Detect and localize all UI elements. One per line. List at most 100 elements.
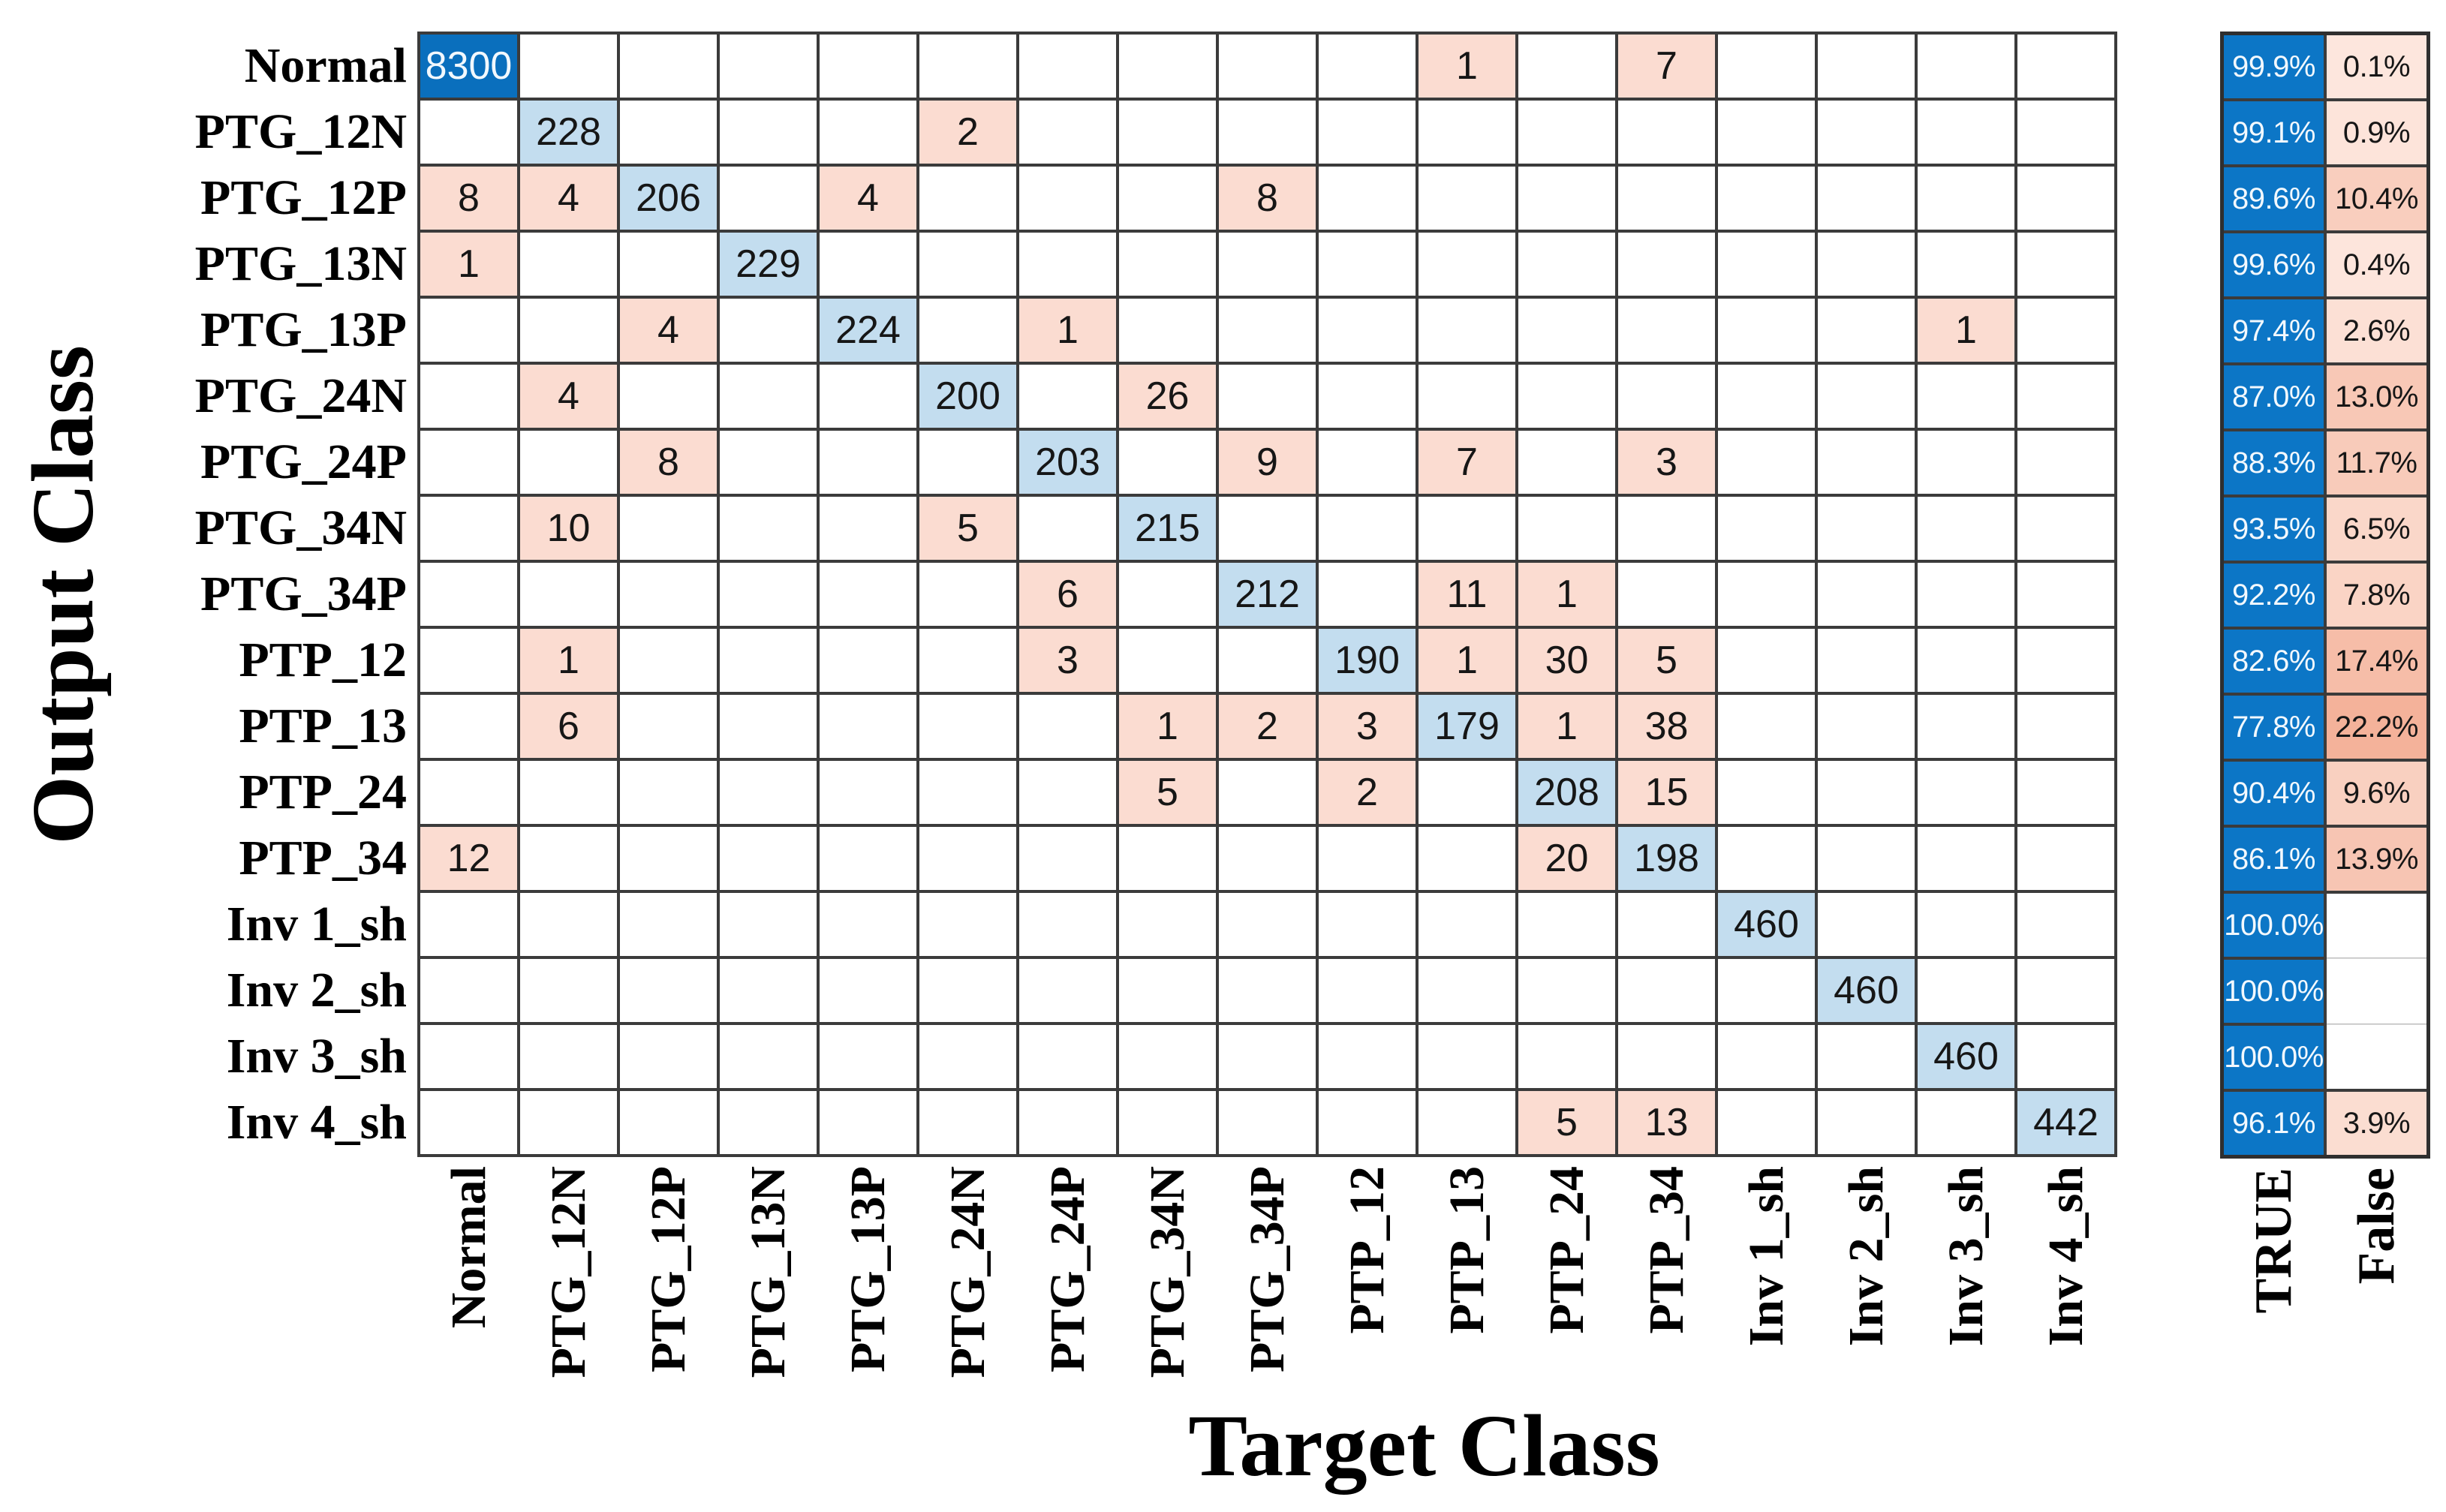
matrix-cell [919, 695, 1016, 758]
matrix-cell [2017, 959, 2114, 1022]
matrix-cell [1219, 761, 1316, 824]
matrix-cell [2017, 761, 2114, 824]
row-label: Normal [244, 38, 407, 93]
matrix-cell [1219, 1025, 1316, 1088]
matrix-cell [520, 1025, 617, 1088]
matrix-cell: 7 [1419, 431, 1515, 494]
matrix-cell [1618, 233, 1715, 296]
summary-true-cell: 96.1% [2224, 1092, 2324, 1155]
matrix-cell [1419, 233, 1515, 296]
matrix-cell [2017, 299, 2114, 362]
matrix-cell [620, 893, 717, 956]
matrix-cell [919, 959, 1016, 1022]
matrix-cell [720, 497, 817, 560]
column-label: PTP_24 [1518, 1166, 1615, 1436]
matrix-cell [1718, 1091, 1815, 1154]
matrix-cell: 206 [620, 167, 717, 230]
matrix-cell [620, 629, 717, 692]
matrix-cell: 11 [1419, 563, 1515, 626]
matrix-cell [720, 299, 817, 362]
matrix-cell [720, 827, 817, 890]
matrix-cell: 228 [520, 101, 617, 164]
row-label: PTG_13P [200, 302, 407, 357]
row-label: PTG_24P [200, 434, 407, 489]
matrix-cell: 5 [919, 497, 1016, 560]
matrix-cell [1918, 497, 2014, 560]
matrix-cell: 26 [1119, 365, 1216, 428]
summary-false-cell: 2.6% [2327, 299, 2426, 362]
matrix-cell [1219, 893, 1316, 956]
matrix-cell [620, 1025, 717, 1088]
column-label: Inv 2_sh [1818, 1166, 1915, 1436]
matrix-cell [1019, 827, 1116, 890]
matrix-cell [1918, 167, 2014, 230]
summary-true-cell: 99.9% [2224, 35, 2324, 98]
matrix-cell [1419, 101, 1515, 164]
matrix-cell [1718, 1025, 1815, 1088]
matrix-cell [520, 959, 617, 1022]
matrix-cell [2017, 1025, 2114, 1088]
matrix-cell [1618, 365, 1715, 428]
matrix-cell [1918, 629, 2014, 692]
matrix-cell [1319, 431, 1416, 494]
matrix-cell [720, 1025, 817, 1088]
matrix-cell [1219, 233, 1316, 296]
matrix-cell [1818, 1025, 1915, 1088]
column-label: PTG_12P [620, 1166, 717, 1436]
matrix-cell: 229 [720, 233, 817, 296]
matrix-cell [1518, 497, 1615, 560]
matrix-cell [420, 563, 517, 626]
matrix-cell: 1 [1419, 35, 1515, 98]
column-label-text: PTG_12N [540, 1166, 596, 1378]
summary-false-cell: 10.4% [2327, 167, 2426, 230]
matrix-cell: 1 [420, 233, 517, 296]
matrix-cell: 1 [1419, 629, 1515, 692]
column-label: Normal [420, 1166, 517, 1436]
matrix-cell [520, 563, 617, 626]
row-label: PTP_24 [239, 765, 407, 819]
row-label: Inv 1_sh [226, 897, 407, 951]
matrix-cell: 442 [2017, 1091, 2114, 1154]
matrix-cell [820, 761, 916, 824]
matrix-cell [720, 431, 817, 494]
matrix-cell [1718, 35, 1815, 98]
matrix-cell [1319, 167, 1416, 230]
matrix-cell [1119, 959, 1216, 1022]
matrix-cell [1518, 959, 1615, 1022]
matrix-cell [1419, 959, 1515, 1022]
summary-false-cell: 9.6% [2327, 762, 2426, 825]
summary-true-cell: 77.8% [2224, 696, 2324, 759]
column-label: PTG_13N [720, 1166, 817, 1436]
matrix-cell [1319, 893, 1416, 956]
matrix-cell [1319, 233, 1416, 296]
matrix-cell [1319, 1025, 1416, 1088]
matrix-cell [1918, 893, 2014, 956]
matrix-cell [1718, 167, 1815, 230]
matrix-cell [1019, 1025, 1116, 1088]
matrix-cell [1219, 629, 1316, 692]
matrix-cell [420, 299, 517, 362]
column-label-text: Inv 3_sh [1938, 1166, 1993, 1347]
row-label: Inv 4_sh [226, 1095, 407, 1150]
matrix-cell [1019, 959, 1116, 1022]
column-label-text: PTP_13 [1439, 1166, 1494, 1334]
matrix-cell [1419, 1091, 1515, 1154]
matrix-cell [2017, 35, 2114, 98]
matrix-cell [720, 35, 817, 98]
matrix-cell: 6 [1019, 563, 1116, 626]
matrix-cell [1518, 431, 1615, 494]
matrix-cell [520, 299, 617, 362]
matrix-cell [1518, 233, 1615, 296]
summary-false-cell [2327, 960, 2426, 1026]
matrix-cell: 9 [1219, 431, 1316, 494]
matrix-cell [720, 761, 817, 824]
matrix-cell: 4 [820, 167, 916, 230]
matrix-cell [1818, 827, 1915, 890]
matrix-cell [2017, 629, 2114, 692]
matrix-cell [919, 431, 1016, 494]
true-column-label-text: TRUE [2244, 1168, 2303, 1314]
matrix-cell [1219, 299, 1316, 362]
matrix-cell [620, 1091, 717, 1154]
matrix-cell [620, 233, 717, 296]
matrix-cell: 8 [420, 167, 517, 230]
